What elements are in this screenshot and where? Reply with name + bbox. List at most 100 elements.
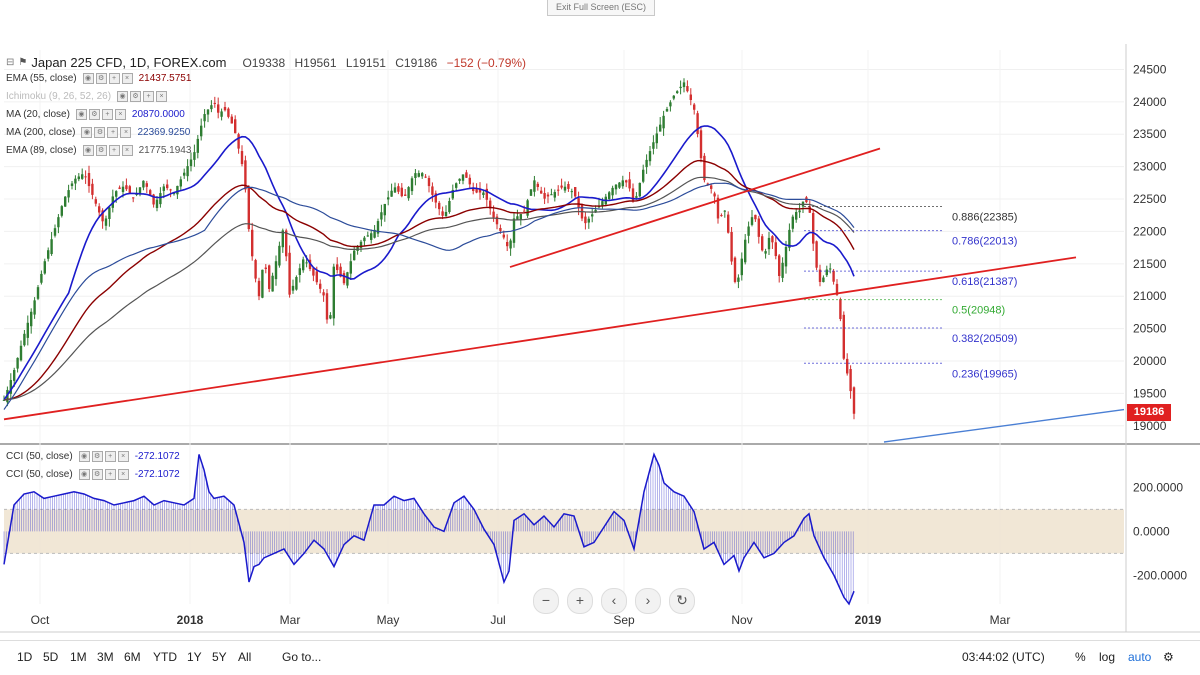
candle-body: [560, 185, 563, 188]
candle-body: [645, 159, 648, 168]
reset-button[interactable]: ↻: [669, 588, 695, 614]
timeframe-button[interactable]: 3M: [97, 650, 114, 664]
y-tick-label: 21500: [1133, 257, 1167, 271]
candle-body: [57, 217, 60, 228]
settings-icon[interactable]: ⚙: [94, 127, 106, 138]
timeframe-button[interactable]: YTD: [153, 650, 177, 664]
candle-body: [465, 172, 468, 178]
candle-body: [540, 190, 543, 194]
close-icon[interactable]: ×: [156, 91, 168, 102]
indicator-row[interactable]: EMA (55, close) ◉ ⚙ + × 21437.5751: [6, 73, 191, 84]
timeframe-button[interactable]: 5D: [43, 650, 59, 664]
candle-body: [298, 268, 301, 276]
y-tick-label: 23000: [1133, 160, 1167, 174]
collapse-icon[interactable]: ⊟: [6, 57, 15, 68]
add-icon[interactable]: +: [104, 469, 116, 480]
candle-body: [19, 345, 23, 361]
candle-body: [115, 191, 118, 197]
candle-body: [458, 178, 461, 181]
eye-icon[interactable]: ◉: [81, 127, 93, 138]
cci-legend-row[interactable]: CCI (50, close) ◉ ⚙ + × -272.1072: [6, 451, 180, 462]
close-icon[interactable]: ×: [120, 127, 132, 138]
symbol-label[interactable]: Japan 225 CFD, 1D, FOREX.com: [31, 55, 227, 70]
eye-icon[interactable]: ◉: [82, 73, 94, 84]
timeframe-button[interactable]: All: [238, 650, 252, 664]
exit-fullscreen-button[interactable]: Exit Full Screen (ESC): [547, 0, 655, 16]
close-icon[interactable]: ×: [121, 145, 133, 156]
candle-body: [407, 187, 410, 199]
eye-icon[interactable]: ◉: [82, 145, 94, 156]
eye-icon[interactable]: ◉: [117, 91, 129, 102]
candle-body: [672, 95, 675, 99]
zoom-in-button[interactable]: +: [567, 588, 593, 614]
settings-icon[interactable]: ⚙: [95, 145, 107, 156]
timeframe-button[interactable]: 6M: [124, 650, 141, 664]
add-icon[interactable]: +: [107, 127, 119, 138]
auto-toggle[interactable]: auto: [1128, 650, 1152, 664]
x-tick-label: Oct: [31, 613, 50, 627]
settings-icon[interactable]: ⚙: [130, 91, 142, 102]
timeframe-button[interactable]: 1M: [70, 650, 87, 664]
indicator-row[interactable]: MA (20, close) ◉ ⚙ + × 20870.0000: [6, 109, 185, 120]
candle-body: [567, 184, 570, 189]
close-icon[interactable]: ×: [114, 109, 126, 120]
timeframe-button[interactable]: 1Y: [187, 650, 202, 664]
eye-icon[interactable]: ◉: [78, 469, 90, 480]
settings-icon[interactable]: ⚙: [88, 109, 100, 120]
close-icon[interactable]: ×: [117, 451, 129, 462]
settings-icon[interactable]: ⚙: [95, 73, 107, 84]
add-icon[interactable]: +: [101, 109, 113, 120]
candle-body: [509, 240, 512, 249]
candle-body: [302, 259, 305, 271]
candle-body: [784, 246, 788, 267]
add-icon[interactable]: +: [104, 451, 116, 462]
candle-body: [135, 193, 138, 195]
eye-icon[interactable]: ◉: [78, 451, 90, 462]
cci-band-rect: [4, 509, 1124, 554]
settings-icon[interactable]: ⚙: [1163, 650, 1174, 664]
indicator-label: Ichimoku (9, 26, 52, 26): [6, 91, 112, 102]
add-icon[interactable]: +: [108, 145, 120, 156]
cci-legend-row[interactable]: CCI (50, close) ◉ ⚙ + × -272.1072: [6, 469, 180, 480]
goto-button[interactable]: Go to...: [282, 650, 322, 664]
candle-body: [519, 214, 522, 220]
timeframe-button[interactable]: 5Y: [212, 650, 227, 664]
candle-body: [325, 293, 329, 320]
x-tick-label: Mar: [280, 613, 301, 627]
settings-icon[interactable]: ⚙: [91, 469, 103, 480]
candle-body: [159, 193, 162, 205]
candle-body: [138, 187, 142, 195]
add-icon[interactable]: +: [143, 91, 155, 102]
indicator-row[interactable]: MA (200, close) ◉ ⚙ + × 22369.9250: [6, 127, 190, 138]
settings-icon[interactable]: ⚙: [91, 451, 103, 462]
candle-body: [53, 228, 57, 236]
timeframe-button[interactable]: 1D: [17, 650, 33, 664]
candle-body: [448, 200, 451, 213]
close-icon[interactable]: ×: [117, 469, 129, 480]
y-tick-label: 24000: [1133, 95, 1167, 109]
scroll-right-button[interactable]: ›: [635, 588, 661, 614]
candle-body: [679, 86, 682, 89]
zoom-out-button[interactable]: −: [533, 588, 559, 614]
candle-body: [523, 210, 526, 212]
eye-icon[interactable]: ◉: [75, 109, 87, 120]
bottom-toolbar: 1D 5D 1M 3M 6M YTD 1Y 5Y All Go to... 03:44:02 (…: [0, 640, 1200, 675]
candle-body: [648, 151, 652, 162]
candle-body: [33, 300, 36, 315]
low-value: L19151: [345, 55, 386, 70]
candle-body: [730, 231, 733, 262]
chart-nav-buttons: − + ‹ › ↻: [533, 588, 695, 614]
close-icon[interactable]: ×: [121, 73, 133, 84]
candle-body: [380, 212, 383, 220]
ema-55-line: [3, 159, 855, 401]
chart-area[interactable]: 0.886(22385) 0.786(22013) 0.618(21387) 0.5(…: [0, 44, 1200, 640]
percent-toggle[interactable]: %: [1075, 650, 1086, 664]
scroll-left-button[interactable]: ‹: [601, 588, 627, 614]
log-toggle[interactable]: log: [1099, 650, 1116, 664]
indicator-row[interactable]: EMA (89, close) ◉ ⚙ + × 21775.1943: [6, 145, 191, 156]
ema-89-line: [3, 176, 855, 401]
candle-body: [254, 260, 257, 279]
add-icon[interactable]: +: [108, 73, 120, 84]
indicator-row[interactable]: Ichimoku (9, 26, 52, 26) ◉ ⚙ + ×: [6, 91, 173, 102]
candle-body: [40, 273, 43, 283]
